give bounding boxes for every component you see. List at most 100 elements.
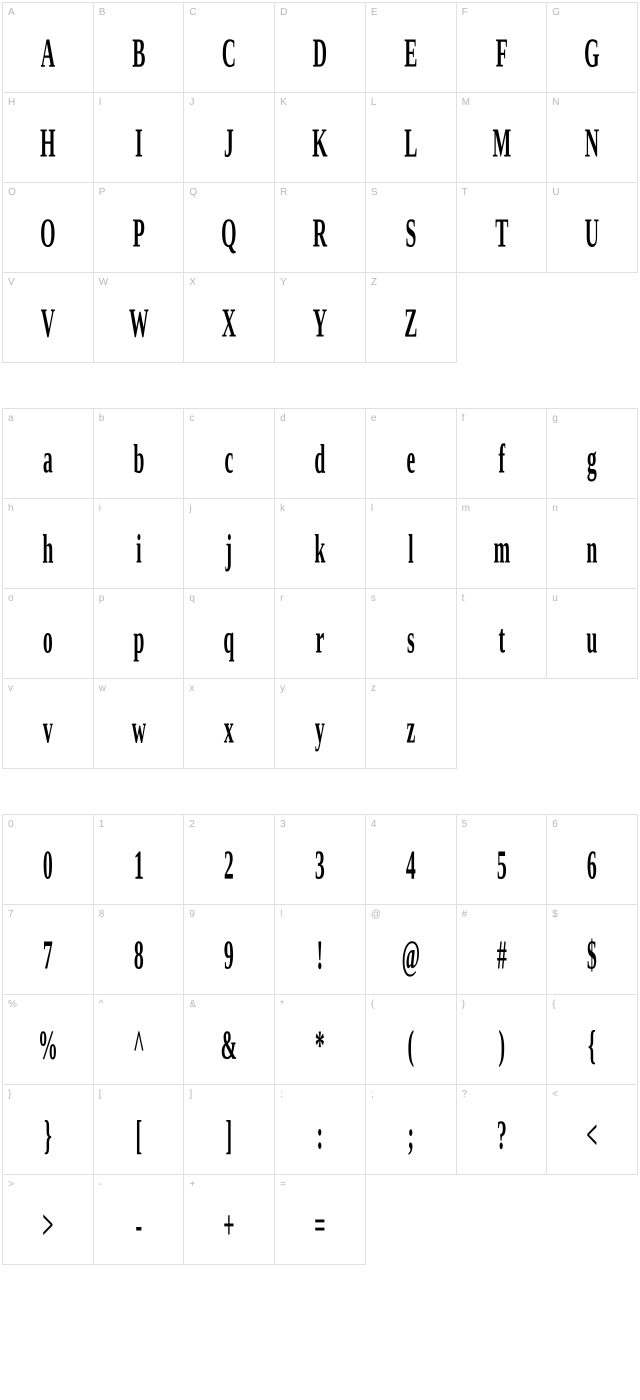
cell-glyph: Q <box>205 176 254 278</box>
cell-label: = <box>280 1179 286 1190</box>
glyph-cell: PP <box>94 183 185 273</box>
cell-label: # <box>462 909 468 920</box>
cell-glyph: } <box>23 1078 72 1180</box>
cell-label: + <box>189 1179 195 1190</box>
cell-glyph: o <box>23 582 72 684</box>
cell-label: L <box>371 97 377 108</box>
glyph-cell: ;; <box>366 1085 457 1175</box>
cell-glyph: 3 <box>295 808 344 910</box>
cell-glyph: w <box>114 672 163 774</box>
cell-glyph: 7 <box>23 898 72 1000</box>
cell-label: n <box>552 503 558 514</box>
glyph-cell: << <box>547 1085 638 1175</box>
cell-label: ! <box>280 909 283 920</box>
cell-glyph: u <box>567 582 616 684</box>
cell-label: 2 <box>189 819 195 830</box>
glyph-cell: 44 <box>366 815 457 905</box>
cell-glyph: n <box>567 492 616 594</box>
glyph-grid: AABBCCDDEEFFGGHHIIJJKKLLMMNNOOPPQQRRSSTT… <box>2 2 638 363</box>
glyph-cell: 11 <box>94 815 185 905</box>
cell-label: W <box>99 277 108 288</box>
cell-label: 9 <box>189 909 195 920</box>
cell-label: v <box>8 683 13 694</box>
cell-label: 5 <box>462 819 468 830</box>
cell-glyph: 0 <box>23 808 72 910</box>
glyph-cell: ZZ <box>366 273 457 363</box>
glyph-cell: gg <box>547 409 638 499</box>
cell-label: V <box>8 277 15 288</box>
glyph-cell: TT <box>457 183 548 273</box>
cell-glyph: Y <box>295 266 344 368</box>
cell-label: O <box>8 187 16 198</box>
glyph-cell: -- <box>94 1175 185 1265</box>
cell-glyph: - <box>114 1168 163 1270</box>
cell-label: ^ <box>99 999 104 1010</box>
cell-label: 3 <box>280 819 286 830</box>
cell-label: k <box>280 503 285 514</box>
cell-label: w <box>99 683 106 694</box>
cell-label: [ <box>99 1089 102 1100</box>
cell-label: 7 <box>8 909 14 920</box>
cell-glyph: 2 <box>205 808 254 910</box>
cell-label: Q <box>189 187 197 198</box>
cell-glyph: g <box>567 402 616 504</box>
cell-label: G <box>552 7 560 18</box>
cell-label: h <box>8 503 14 514</box>
cell-glyph: ( <box>386 988 435 1090</box>
cell-glyph: y <box>295 672 344 774</box>
cell-glyph: C <box>205 0 254 99</box>
glyph-cell: aa <box>3 409 94 499</box>
cell-glyph: H <box>23 86 72 188</box>
glyph-cell: ii <box>94 499 185 589</box>
cell-label: 8 <box>99 909 105 920</box>
cell-glyph: h <box>23 492 72 594</box>
glyph-cell: %% <box>3 995 94 1085</box>
cell-glyph: R <box>295 176 344 278</box>
glyph-cell: 00 <box>3 815 94 905</box>
cell-label: l <box>371 503 373 514</box>
cell-glyph: { <box>567 988 616 1090</box>
cell-label: y <box>280 683 285 694</box>
cell-label: X <box>189 277 196 288</box>
glyph-cell: RR <box>275 183 366 273</box>
cell-glyph: c <box>205 402 254 504</box>
cell-label: B <box>99 7 106 18</box>
cell-glyph: r <box>295 582 344 684</box>
cell-label: a <box>8 413 14 424</box>
glyph-cell: $$ <box>547 905 638 995</box>
cell-label: A <box>8 7 15 18</box>
cell-glyph: K <box>295 86 344 188</box>
cell-glyph: : <box>295 1078 344 1180</box>
cell-label: > <box>8 1179 14 1190</box>
cell-label: s <box>371 593 376 604</box>
cell-glyph: m <box>477 492 526 594</box>
cell-label: 0 <box>8 819 14 830</box>
cell-glyph: ^ <box>114 988 163 1090</box>
glyph-cell: {{ <box>547 995 638 1085</box>
glyph-cell: ll <box>366 499 457 589</box>
cell-glyph: E <box>386 0 435 99</box>
cell-glyph: [ <box>114 1078 163 1180</box>
glyph-cell: oo <box>3 589 94 679</box>
cell-glyph: G <box>567 0 616 99</box>
cell-label: N <box>552 97 559 108</box>
cell-glyph: e <box>386 402 435 504</box>
glyph-cell: BB <box>94 3 185 93</box>
glyph-cell: HH <box>3 93 94 183</box>
glyph-cell: AA <box>3 3 94 93</box>
cell-label: b <box>99 413 105 424</box>
cell-label: e <box>371 413 377 424</box>
glyph-cell: dd <box>275 409 366 499</box>
glyph-section-uppercase: AABBCCDDEEFFGGHHIIJJKKLLMMNNOOPPQQRRSSTT… <box>2 2 638 363</box>
cell-label: H <box>8 97 15 108</box>
cell-glyph: = <box>295 1168 344 1270</box>
glyph-cell: 22 <box>184 815 275 905</box>
cell-glyph: * <box>295 988 344 1090</box>
cell-glyph: l <box>386 492 435 594</box>
cell-label: } <box>8 1089 11 1100</box>
glyph-cell: ee <box>366 409 457 499</box>
glyph-cell: == <box>275 1175 366 1265</box>
cell-label: S <box>371 187 378 198</box>
glyph-cell: 33 <box>275 815 366 905</box>
font-glyph-chart: AABBCCDDEEFFGGHHIIJJKKLLMMNNOOPPQQRRSSTT… <box>2 2 638 1265</box>
